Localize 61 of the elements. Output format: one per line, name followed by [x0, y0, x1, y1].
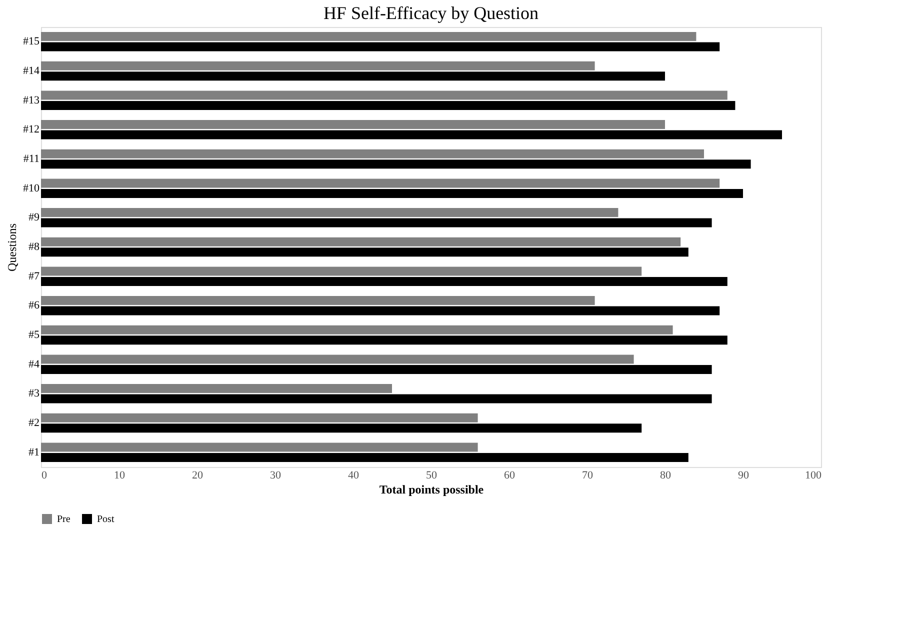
bar [41, 130, 782, 140]
x-tick-label: 0 [42, 470, 48, 482]
legend-label: Post [97, 514, 114, 525]
x-tick-label: 80 [660, 470, 672, 482]
bar [41, 384, 392, 394]
bar [41, 42, 720, 52]
y-tick-label: #12 [23, 124, 40, 136]
y-tick-label: #11 [23, 153, 40, 165]
bar [41, 90, 728, 100]
x-tick-label: 50 [426, 470, 438, 482]
x-tick-label: 30 [270, 470, 282, 482]
bar [41, 452, 688, 462]
y-tick-label: #1 [28, 446, 40, 458]
y-tick-label: #4 [28, 358, 40, 370]
x-tick-label: 10 [114, 470, 126, 482]
x-tick-label: 90 [738, 470, 750, 482]
bar [41, 266, 642, 276]
legend-label: Pre [57, 514, 71, 525]
x-tick-label: 100 [805, 470, 822, 482]
bar [41, 218, 712, 228]
x-tick-label: 60 [504, 470, 516, 482]
bar [41, 394, 712, 404]
y-tick-label: #15 [23, 36, 40, 48]
bar [41, 72, 665, 81]
y-axis-title: Questions [5, 223, 19, 272]
bar [41, 120, 665, 130]
y-tick-label: #7 [28, 270, 40, 282]
bar [41, 413, 478, 422]
bar [41, 325, 673, 334]
bar [41, 149, 704, 158]
bar [41, 354, 634, 364]
bar [41, 32, 696, 42]
bar [41, 296, 595, 306]
y-tick-label: #10 [23, 182, 40, 194]
x-tick-label: 70 [582, 470, 594, 482]
bar [41, 208, 618, 218]
bar [41, 276, 728, 286]
x-tick-label: 40 [348, 470, 360, 482]
bar [41, 100, 736, 110]
bar [41, 160, 751, 169]
y-tick-label: #2 [28, 417, 40, 429]
bar [41, 61, 595, 70]
y-tick-label: #8 [28, 241, 40, 253]
x-axis-title: Total points possible [379, 482, 484, 496]
bar [41, 237, 681, 246]
bar [41, 306, 720, 316]
y-tick-label: #5 [28, 329, 40, 341]
x-tick-label: 20 [192, 470, 204, 482]
bar [41, 248, 688, 257]
bar [41, 188, 743, 198]
bar [41, 336, 728, 345]
y-tick-label: #3 [28, 388, 40, 400]
bar [41, 178, 720, 188]
chart-title: HF Self-Efficacy by Question [323, 3, 539, 23]
y-tick-label: #6 [28, 300, 40, 312]
bar [41, 424, 642, 433]
y-tick-label: #13 [23, 94, 40, 106]
y-tick-label: #14 [23, 65, 40, 77]
y-tick-label: #9 [28, 212, 40, 224]
bar [41, 442, 478, 452]
bar [41, 364, 712, 374]
